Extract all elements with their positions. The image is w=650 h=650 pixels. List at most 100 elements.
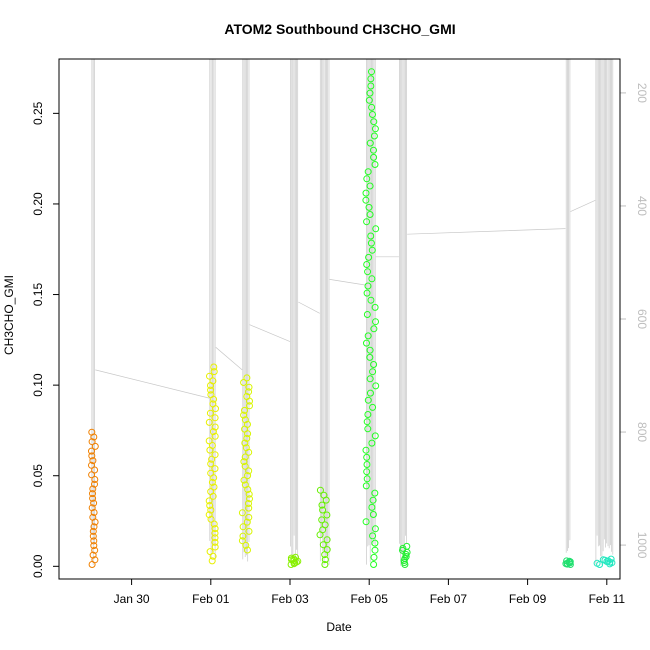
x-tick-label: Feb 03 [271,592,309,606]
data-point [372,225,380,233]
data-point [399,544,407,552]
data-point [242,444,250,452]
data-point [244,472,252,480]
data-point [364,425,372,433]
series-5 [362,68,380,568]
data-point [321,521,329,529]
y-tick-label: 0.20 [31,192,45,216]
data-point [241,462,249,470]
data-point [239,532,247,540]
data-point [364,168,372,176]
data-point [89,490,96,498]
data-point [242,541,250,549]
data-point [205,418,213,426]
data-point [563,557,571,565]
data-point [369,511,377,518]
data-point [90,537,98,545]
data-point [370,553,378,561]
data-point [367,232,375,240]
series-1 [205,363,219,565]
data-point [241,453,249,461]
data-point [365,96,373,104]
data-point [364,268,372,276]
data-point [208,442,216,449]
data-point [363,218,371,226]
data-point [320,491,328,499]
data-point [362,446,370,454]
data-point [246,495,253,503]
data-point [323,546,331,554]
data-point [210,363,218,371]
data-point [91,466,99,474]
data-point [90,499,98,507]
data-point [241,416,249,424]
data-point [369,496,377,504]
data-point [88,438,96,446]
series-0 [88,428,99,568]
data-point [607,555,615,563]
data-point [565,557,573,565]
data-point [90,509,98,516]
data-point [89,494,97,502]
data-point [321,556,329,564]
data-point [205,437,213,445]
x-tick-label: Feb 01 [192,592,230,606]
data-point [370,132,378,140]
data-point [211,432,219,440]
data-point [369,403,377,411]
data-point [319,541,327,549]
data-point [369,111,376,118]
data-point [245,527,253,535]
data-point [363,311,371,318]
data-point [240,476,248,484]
data-point [366,211,374,218]
data-point [210,368,218,376]
data-point [211,534,219,542]
data-point [205,511,213,519]
y2-tick-label: 200 [635,83,649,103]
data-point [207,460,215,468]
data-point [244,546,251,554]
y-tick-label: 0.00 [31,554,45,578]
x-tick-label: Feb 11 [589,592,626,606]
data-point [370,561,378,568]
series-7 [562,557,574,568]
data-point [366,346,374,354]
data-point [371,125,379,133]
series-3 [287,553,302,568]
data-point [367,82,375,90]
data-point [90,523,98,531]
data-point [89,527,97,535]
data-point [362,189,370,197]
data-point [599,556,607,564]
data-point [364,396,372,404]
data-point [368,275,376,283]
data-point [365,203,373,211]
chart-title: ATOM2 Southbound CH3CHO_GMI [224,21,455,37]
data-point [368,439,376,447]
data-point [370,146,377,154]
data-point [245,383,253,391]
data-point [368,503,376,511]
data-point [211,451,219,459]
data-point [287,554,295,562]
data-point [371,161,379,168]
data-point [208,557,216,565]
data-point [366,375,374,383]
data-point [207,488,215,496]
data-point [363,475,371,483]
data-point [241,406,248,414]
series-6 [399,542,411,568]
data-point [362,196,370,204]
data-point [371,539,379,547]
data-point [240,411,248,419]
data-point [89,457,97,465]
y-tick-label: 0.10 [31,373,45,397]
data-point [206,502,214,509]
data-point [209,428,217,436]
data-point [363,453,371,461]
data-point [371,432,379,440]
data-point [89,532,97,540]
data-point [366,353,374,361]
data-point [241,481,249,489]
